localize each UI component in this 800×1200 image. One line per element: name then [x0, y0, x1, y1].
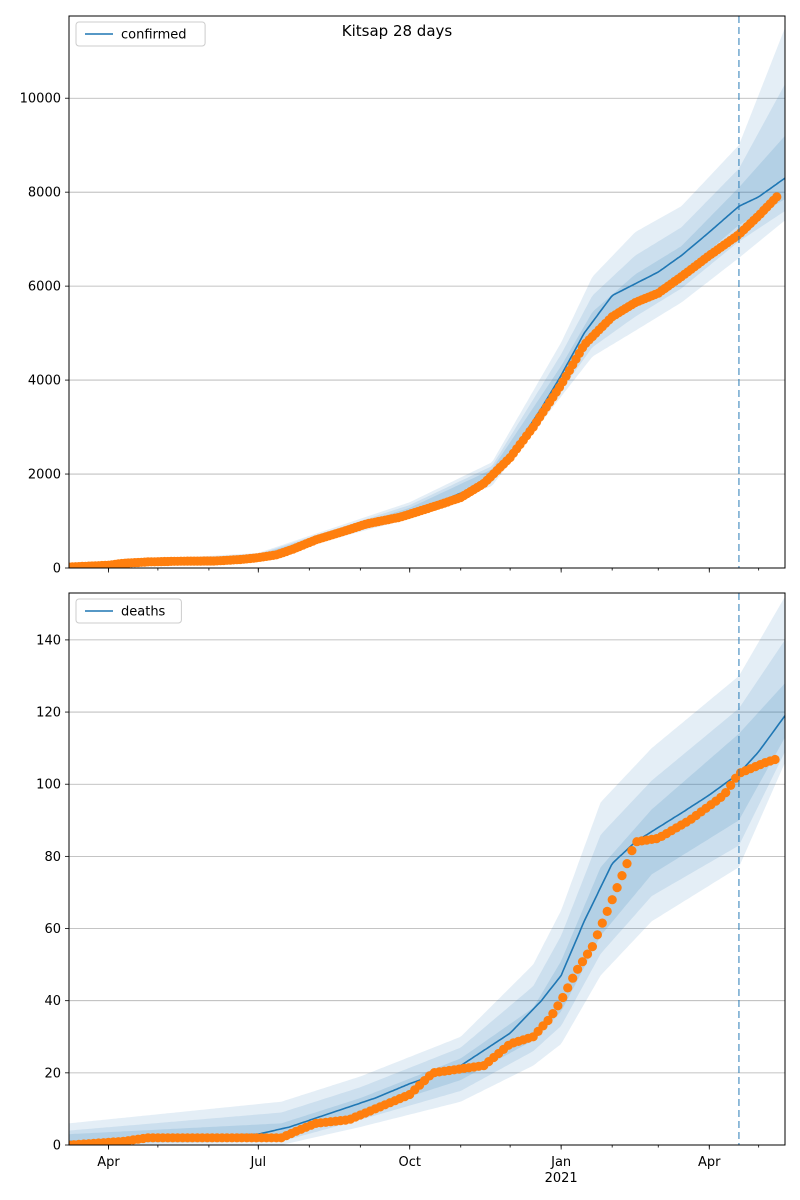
x-tick-label: Jan — [550, 1155, 571, 1170]
legend: confirmed — [75, 21, 206, 47]
observed-point — [607, 895, 617, 905]
legend-label: confirmed — [121, 28, 187, 43]
y-tick-label: 60 — [44, 922, 61, 937]
legend-box — [75, 598, 182, 624]
forecast-band-3 — [738, 596, 785, 868]
y-tick-label: 0 — [53, 1139, 61, 1154]
legend-box — [75, 21, 206, 47]
observed-point — [772, 192, 782, 202]
observed-point — [602, 906, 612, 917]
uncertainty-band-2 — [69, 168, 739, 568]
observed-point — [548, 1009, 558, 1019]
observed-point — [770, 754, 780, 765]
observed-point — [573, 964, 583, 974]
forecast-band-2 — [738, 639, 785, 846]
y-tick-label: 80 — [44, 850, 61, 865]
observed-point — [568, 973, 578, 983]
chart-title: Kitsap 28 days — [342, 22, 453, 40]
x-tick-label: Jul — [249, 1155, 266, 1170]
observed-point — [612, 883, 622, 893]
y-tick-label: 10000 — [20, 92, 61, 107]
observed-point — [543, 1015, 553, 1026]
y-tick-label: 8000 — [28, 186, 61, 201]
y-tick-label: 2000 — [28, 468, 61, 483]
y-tick-label: 120 — [36, 706, 61, 721]
x-tick-sublabel: 2021 — [545, 1171, 578, 1186]
observed-point — [587, 942, 598, 952]
x-tick-label: Oct — [398, 1155, 420, 1170]
observed-point — [553, 1001, 563, 1011]
plot-area — [69, 596, 785, 1145]
y-tick-label: 20 — [44, 1066, 61, 1081]
observed-point — [577, 957, 588, 967]
observed-point — [726, 780, 736, 791]
legend-label: deaths — [121, 605, 166, 620]
uncertainty-band-3 — [69, 145, 739, 568]
observed-point — [597, 918, 607, 928]
observed-point — [627, 846, 637, 856]
plot-area — [69, 27, 785, 568]
x-tick-label: Apr — [97, 1155, 120, 1170]
observed-point — [721, 788, 731, 798]
y-tick-label: 140 — [36, 633, 61, 648]
axes-frame — [68, 592, 786, 1146]
y-tick-label: 100 — [36, 778, 61, 793]
observed-point — [563, 983, 573, 993]
y-tick-label: 40 — [44, 994, 61, 1009]
y-tick-label: 0 — [53, 562, 61, 577]
observed-point — [617, 871, 627, 881]
axes-frame — [68, 15, 786, 569]
observed-point — [592, 930, 603, 940]
observed-point — [622, 859, 632, 869]
observed-point — [582, 949, 593, 959]
x-tick-label: Apr — [698, 1155, 721, 1170]
y-tick-label: 4000 — [28, 374, 61, 389]
confirmed-panel: 0 2000 4000 6000 8000 10000 confirmed — [20, 15, 786, 577]
observed-point — [558, 992, 568, 1003]
y-tick-label: 6000 — [28, 280, 61, 295]
forecast-band-1 — [738, 683, 785, 821]
legend: deaths — [75, 598, 182, 624]
